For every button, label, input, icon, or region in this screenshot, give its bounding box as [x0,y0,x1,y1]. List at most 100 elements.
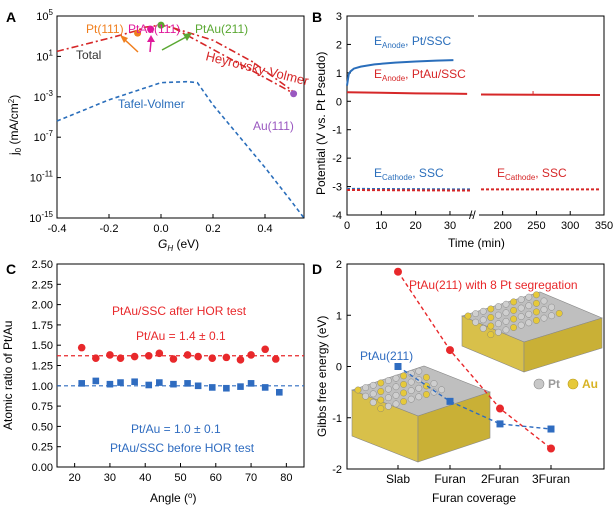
slab-atom [407,378,415,386]
slab-atom [525,319,533,327]
a-ytick-label: 105 [36,8,53,23]
b-xtick-label: 200 [493,220,511,232]
slab-atom [525,310,533,318]
c-point-before [117,379,124,386]
panel-label-b: B [312,9,322,25]
slab-atom [540,297,548,305]
c-xtick-label: 50 [174,472,186,484]
slab-illustration-ptau [351,365,491,463]
slab-atom [555,309,563,317]
d-series-line-1 [397,365,552,430]
c-xtick-label: 30 [104,472,116,484]
slab-atom [430,388,438,396]
c-point-before [131,378,138,386]
panel-c-ratio-plot: 20 30 40 50 60 70 80 0.00 0.25 0.50 0.75 1.00 1.25 1.… [1,259,305,505]
d-xtick-label: 3Furan [532,472,570,486]
c-point-after [261,345,269,354]
slab-atom [407,395,415,403]
slab-atom [487,314,495,321]
panel-a-points [134,21,298,98]
slab-atom [422,382,430,390]
panel-label-a: A [6,9,16,25]
slab-atom [479,316,487,324]
slab-atom [377,405,385,412]
slab-atom [377,379,385,387]
legend-au-label: Au [582,377,598,391]
b-xtick-label: 10 [375,220,387,232]
c-point-before [208,384,216,391]
c-point-before [194,382,202,390]
slab-atom [479,324,487,332]
slab-atoms-bottom [354,367,445,412]
a-ytick-label: 10-15 [29,210,53,225]
b-series-anode-ptau-right [480,93,601,97]
panel-a-ticks: -0.4 -0.2 0.0 0.2 0.4 10-15 10-11 10-7 10-3 101 10… [29,8,272,235]
slab-atom [525,293,533,301]
slab-atom [533,291,540,299]
slab-atom [400,372,407,380]
legend-pt-label: Pt [548,377,560,391]
slab-atom [392,391,400,399]
c-point-before [276,388,283,396]
slab-atom [533,299,540,307]
panel-label-d: D [312,261,322,277]
label-au111: Au(111) [253,119,294,133]
c-point-after [92,354,100,362]
label-heyrovsky-volmer: Heyrovsky-Volmer [204,48,311,88]
legend-au-marker [567,378,579,390]
b-ytick-label: -1 [332,125,342,137]
c-xtick-label: 60 [210,472,222,484]
b-xtick-label: 350 [595,220,613,232]
a-xtick-label: -0.4 [48,223,67,235]
b-xtick-label: 0 [344,220,350,232]
d-ytick-label: 1 [336,310,342,322]
panel-b-frame-left [346,15,474,216]
slab-atom [548,303,555,311]
c-point-before [261,384,269,391]
b-ytick-label: -3 [332,182,342,194]
label-tafel-volmer: Tafel-Volmer [118,97,185,111]
panel-a-xlabel: GH (eV) [158,237,199,253]
c-point-after [247,351,255,359]
c-ytick-label: 0.00 [32,462,53,474]
d-point-ptau211 [547,425,555,433]
c-point-after [77,343,86,352]
c-point-after [130,352,139,361]
c-point-before [223,384,230,392]
arrow-pt111-head [120,35,128,43]
slab-atom [369,381,377,389]
arrow-ptau111 [149,40,152,53]
a-ytick-label: 10-7 [34,129,54,144]
panel-c-ylabel: Atomic ratio of Pt/Au [1,321,15,430]
c-ytick-label: 2.25 [32,279,53,291]
d-ytick-label: 2 [336,259,342,271]
slab-atom [494,311,502,319]
label-ptau111: PtAu(111) [128,22,180,36]
a-point-3 [290,90,298,98]
panel-c-series [57,343,304,396]
slab-atom [510,307,517,314]
panel-a-volcano-plot: -0.4 -0.2 0.0 0.2 0.4 10-15 10-11 10-7 10-3 101 10… [7,8,311,253]
slab-atom [407,387,415,395]
c-point-after [194,352,202,361]
d-ytick-label: 0 [336,362,342,374]
b-ytick-label: -2 [332,153,342,165]
a-xtick-label: 0.2 [205,223,220,235]
slab-atom [415,367,423,375]
c-point-after [271,355,280,363]
d-xtick-label: Furan [434,472,465,486]
b-series-cathode-ptau-left [346,188,473,192]
panel-c-frame [56,263,305,468]
panel-d-gibbs-plot: -2 -1 0 1 2 Slab Furan 2Furan 3Furan PtAu(211) w… [315,259,605,505]
b-ytick-label: 3 [336,11,342,23]
slab-atoms-top [464,291,563,338]
slab-atom [400,381,407,388]
b-ytick-label: -4 [332,210,342,222]
slab-atom [415,393,423,401]
slab-atom [400,398,407,405]
slab-atom [494,328,502,336]
slab-atom [384,377,392,384]
c-xtick-label: 20 [69,472,81,484]
d-point-segregation [496,404,504,413]
